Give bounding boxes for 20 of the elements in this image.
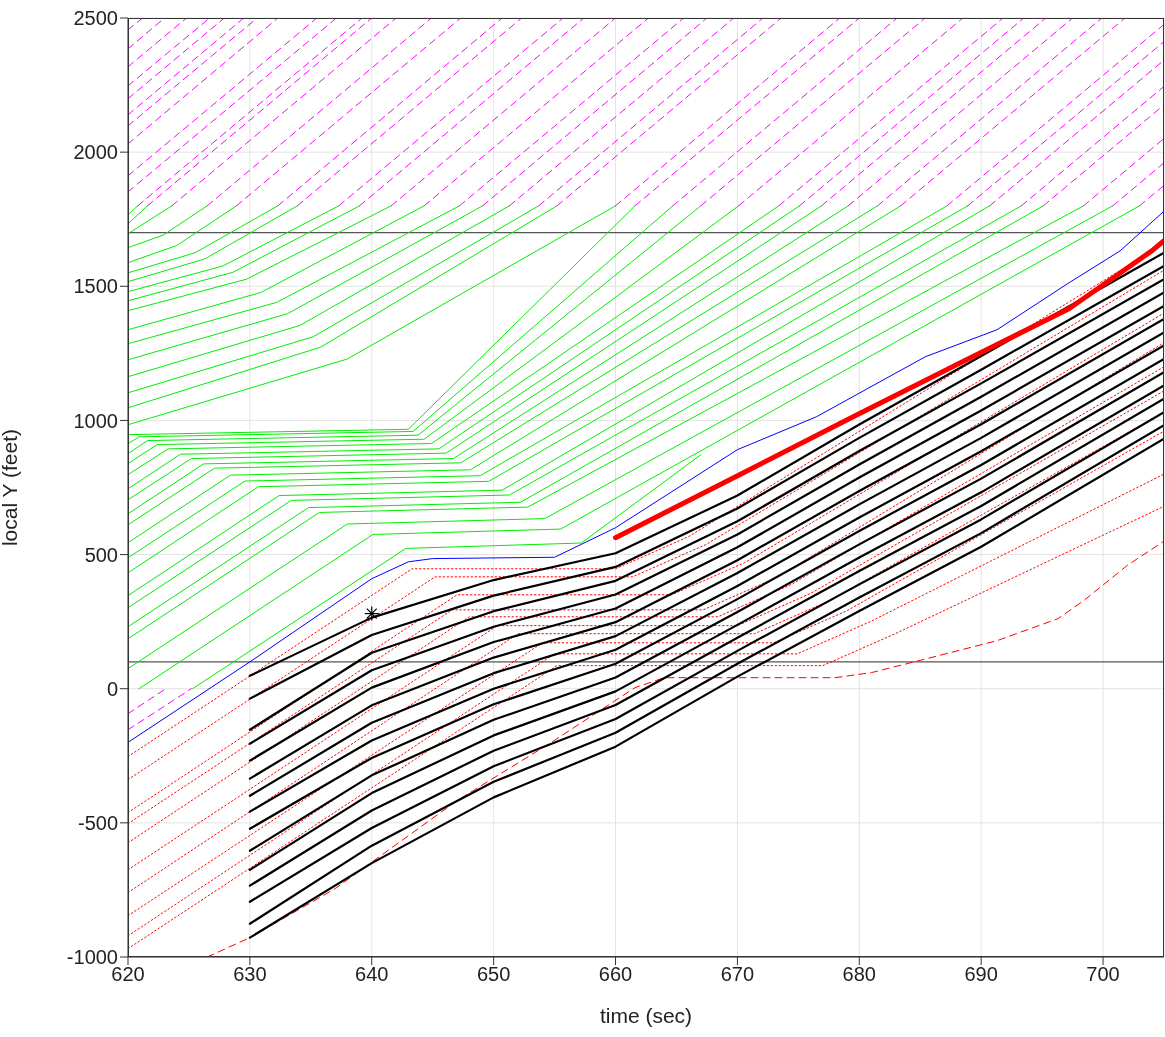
- x-tick-label: 640: [355, 963, 389, 986]
- y-tick-label: 0: [106, 677, 118, 700]
- x-tick-label: 650: [476, 963, 511, 986]
- line-series: [206, 540, 1164, 957]
- y-tick-label: -500: [77, 811, 118, 834]
- y-tick-label: 1500: [73, 275, 118, 298]
- x-axis-title: time (sec): [599, 1004, 693, 1027]
- line-series: [192, 454, 702, 690]
- x-tick-label: 620: [111, 963, 145, 986]
- x-tick-label: 630: [233, 963, 267, 986]
- y-tick-label: 2000: [73, 141, 118, 164]
- y-tick-label: 1000: [73, 409, 118, 432]
- y-axis-title: local Y (feet): [0, 428, 22, 547]
- x-tick-label: 680: [842, 963, 876, 986]
- x-tick-label: 690: [964, 963, 998, 986]
- x-tick-label: 700: [1086, 963, 1120, 986]
- x-tick-label: 670: [720, 963, 755, 986]
- y-tick-label: 2500: [73, 7, 118, 30]
- y-tick-label: 500: [84, 543, 118, 566]
- x-tick-label: 660: [598, 963, 633, 986]
